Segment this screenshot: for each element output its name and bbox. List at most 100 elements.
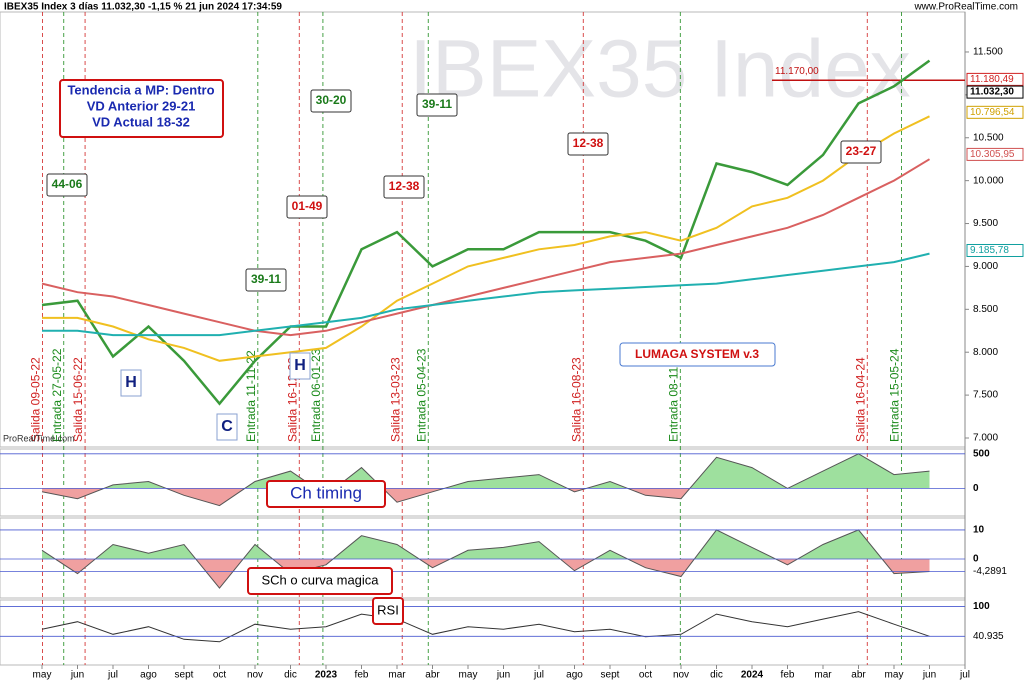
signal-label: Entrada 05-04-23	[414, 348, 428, 442]
price-label-box	[966, 147, 1024, 161]
x-tick-label: sept	[175, 670, 194, 681]
score-box	[383, 175, 425, 199]
x-tick-label: ago	[140, 670, 157, 681]
indicator-tick-label: 500	[973, 448, 990, 459]
price-label-box	[966, 85, 1024, 99]
score-box	[286, 195, 328, 219]
x-tick-label: may	[33, 670, 52, 681]
price-label-box	[966, 72, 1024, 86]
x-tick-label: nov	[247, 670, 263, 681]
price-line	[41, 158, 931, 337]
x-tick-label: may	[885, 670, 904, 681]
y-tick-label: 11.500	[973, 47, 1003, 58]
indicator-title-box	[247, 567, 393, 595]
x-tick-label: may	[459, 670, 478, 681]
score-text: 39-11	[422, 97, 452, 111]
signal-label: Salida 15-06-22	[71, 357, 85, 442]
system-label: LUMAGA SYSTEM v.3	[635, 347, 759, 361]
x-tick-label: mar	[388, 670, 406, 681]
price-label-box	[966, 105, 1024, 119]
score-text: 39-11	[251, 272, 281, 286]
indicator-line	[41, 611, 930, 643]
signal-label: Salida 16-04-24	[853, 357, 867, 442]
score-box	[567, 132, 609, 156]
score-text: 12-38	[389, 179, 420, 193]
price-label: 9.185,78	[970, 245, 1009, 256]
x-tick-label: jul	[533, 670, 544, 681]
indicator-tick-label: 10	[973, 525, 985, 536]
signal-label: Entrada 11-11-22	[244, 350, 258, 442]
price-line	[42, 115, 930, 362]
price-label: 11.180,49	[970, 74, 1014, 85]
price-label: 11.032,30	[970, 87, 1014, 98]
level-label: 11.170,00	[775, 66, 819, 77]
pattern-letter: H	[294, 357, 306, 374]
indicator-area-pos	[42, 529, 930, 560]
x-tick-label: 2023	[315, 670, 338, 681]
score-box	[416, 93, 458, 117]
score-text: 30-20	[316, 93, 347, 107]
x-tick-label: oct	[213, 670, 227, 681]
x-tick-label: mar	[814, 670, 832, 681]
x-tick-label: feb	[355, 670, 369, 681]
indicator-title: RSI	[377, 602, 399, 617]
signal-label: Salida 13-03-23	[388, 357, 402, 442]
x-tick-label: dic	[710, 670, 723, 681]
x-tick-label: ago	[566, 670, 583, 681]
x-tick-label: jun	[70, 670, 84, 681]
x-tick-label: dic	[284, 670, 297, 681]
letter-box	[216, 413, 238, 441]
signal-label: Salida 09-05-22	[29, 357, 43, 442]
x-tick-label: oct	[639, 670, 653, 681]
y-tick-label: 9.000	[973, 261, 998, 272]
x-tick-label: 2024	[741, 670, 764, 681]
indicator-area-pos	[42, 453, 930, 489]
signal-label: Entrada 15-05-24	[888, 348, 902, 442]
x-tick-label: nov	[673, 670, 689, 681]
source: ProRealTime.com	[3, 433, 75, 443]
indicator-title: SCh o curva magica	[261, 572, 379, 587]
pattern-letter: C	[221, 418, 233, 435]
signal-label: Salida 16-08-23	[569, 357, 583, 442]
y-tick-label: 7.500	[973, 390, 998, 401]
score-box	[840, 140, 882, 164]
signal-label: Entrada 08-11-23	[666, 349, 680, 442]
indicator-line	[41, 529, 930, 589]
trend-text: VD Anterior 29-21	[87, 98, 196, 113]
y-tick-label: 10.500	[973, 132, 1004, 143]
y-tick-label: 8.500	[973, 304, 998, 315]
x-tick-label: feb	[781, 670, 795, 681]
trend-text: VD Actual 18-32	[92, 114, 190, 129]
score-text: 12-38	[573, 136, 604, 150]
indicator-tick-label: 40.935	[973, 631, 1004, 642]
x-tick-label: abr	[851, 670, 866, 681]
score-box	[46, 173, 88, 197]
indicator-title-box	[372, 597, 404, 625]
score-box	[245, 268, 287, 292]
letter-box	[289, 352, 311, 380]
score-box	[310, 89, 352, 113]
trend-text: Tendencia a MP: Dentro	[67, 82, 214, 97]
price-line	[41, 59, 931, 406]
y-tick-label: 10.000	[973, 175, 1004, 186]
panel-frame	[0, 599, 966, 666]
x-tick-label: jul	[107, 670, 118, 681]
header: IBEX35 Index 3 días 11.032,30 -1,15 % 21…	[4, 2, 282, 13]
trend-box	[59, 79, 224, 138]
x-tick-label: jul	[959, 670, 970, 681]
y-tick-label: 8.000	[973, 347, 998, 358]
score-text: 44-06	[52, 177, 83, 191]
indicator-line	[41, 453, 930, 507]
pattern-letter: H	[125, 374, 137, 391]
letter-box	[120, 369, 142, 397]
indicator-tick-label: -4,2891	[973, 566, 1007, 577]
x-tick-label: jun	[496, 670, 510, 681]
watermark: IBEX35 Index	[409, 24, 910, 115]
signal-label: Entrada 06-01-23	[309, 348, 323, 442]
x-tick-label: sept	[601, 670, 620, 681]
price-label: 10.796,54	[970, 107, 1015, 118]
signal-label: Entrada 27-05-22	[50, 348, 64, 442]
y-tick-label: 9.500	[973, 218, 998, 229]
x-tick-label: jun	[922, 670, 936, 681]
